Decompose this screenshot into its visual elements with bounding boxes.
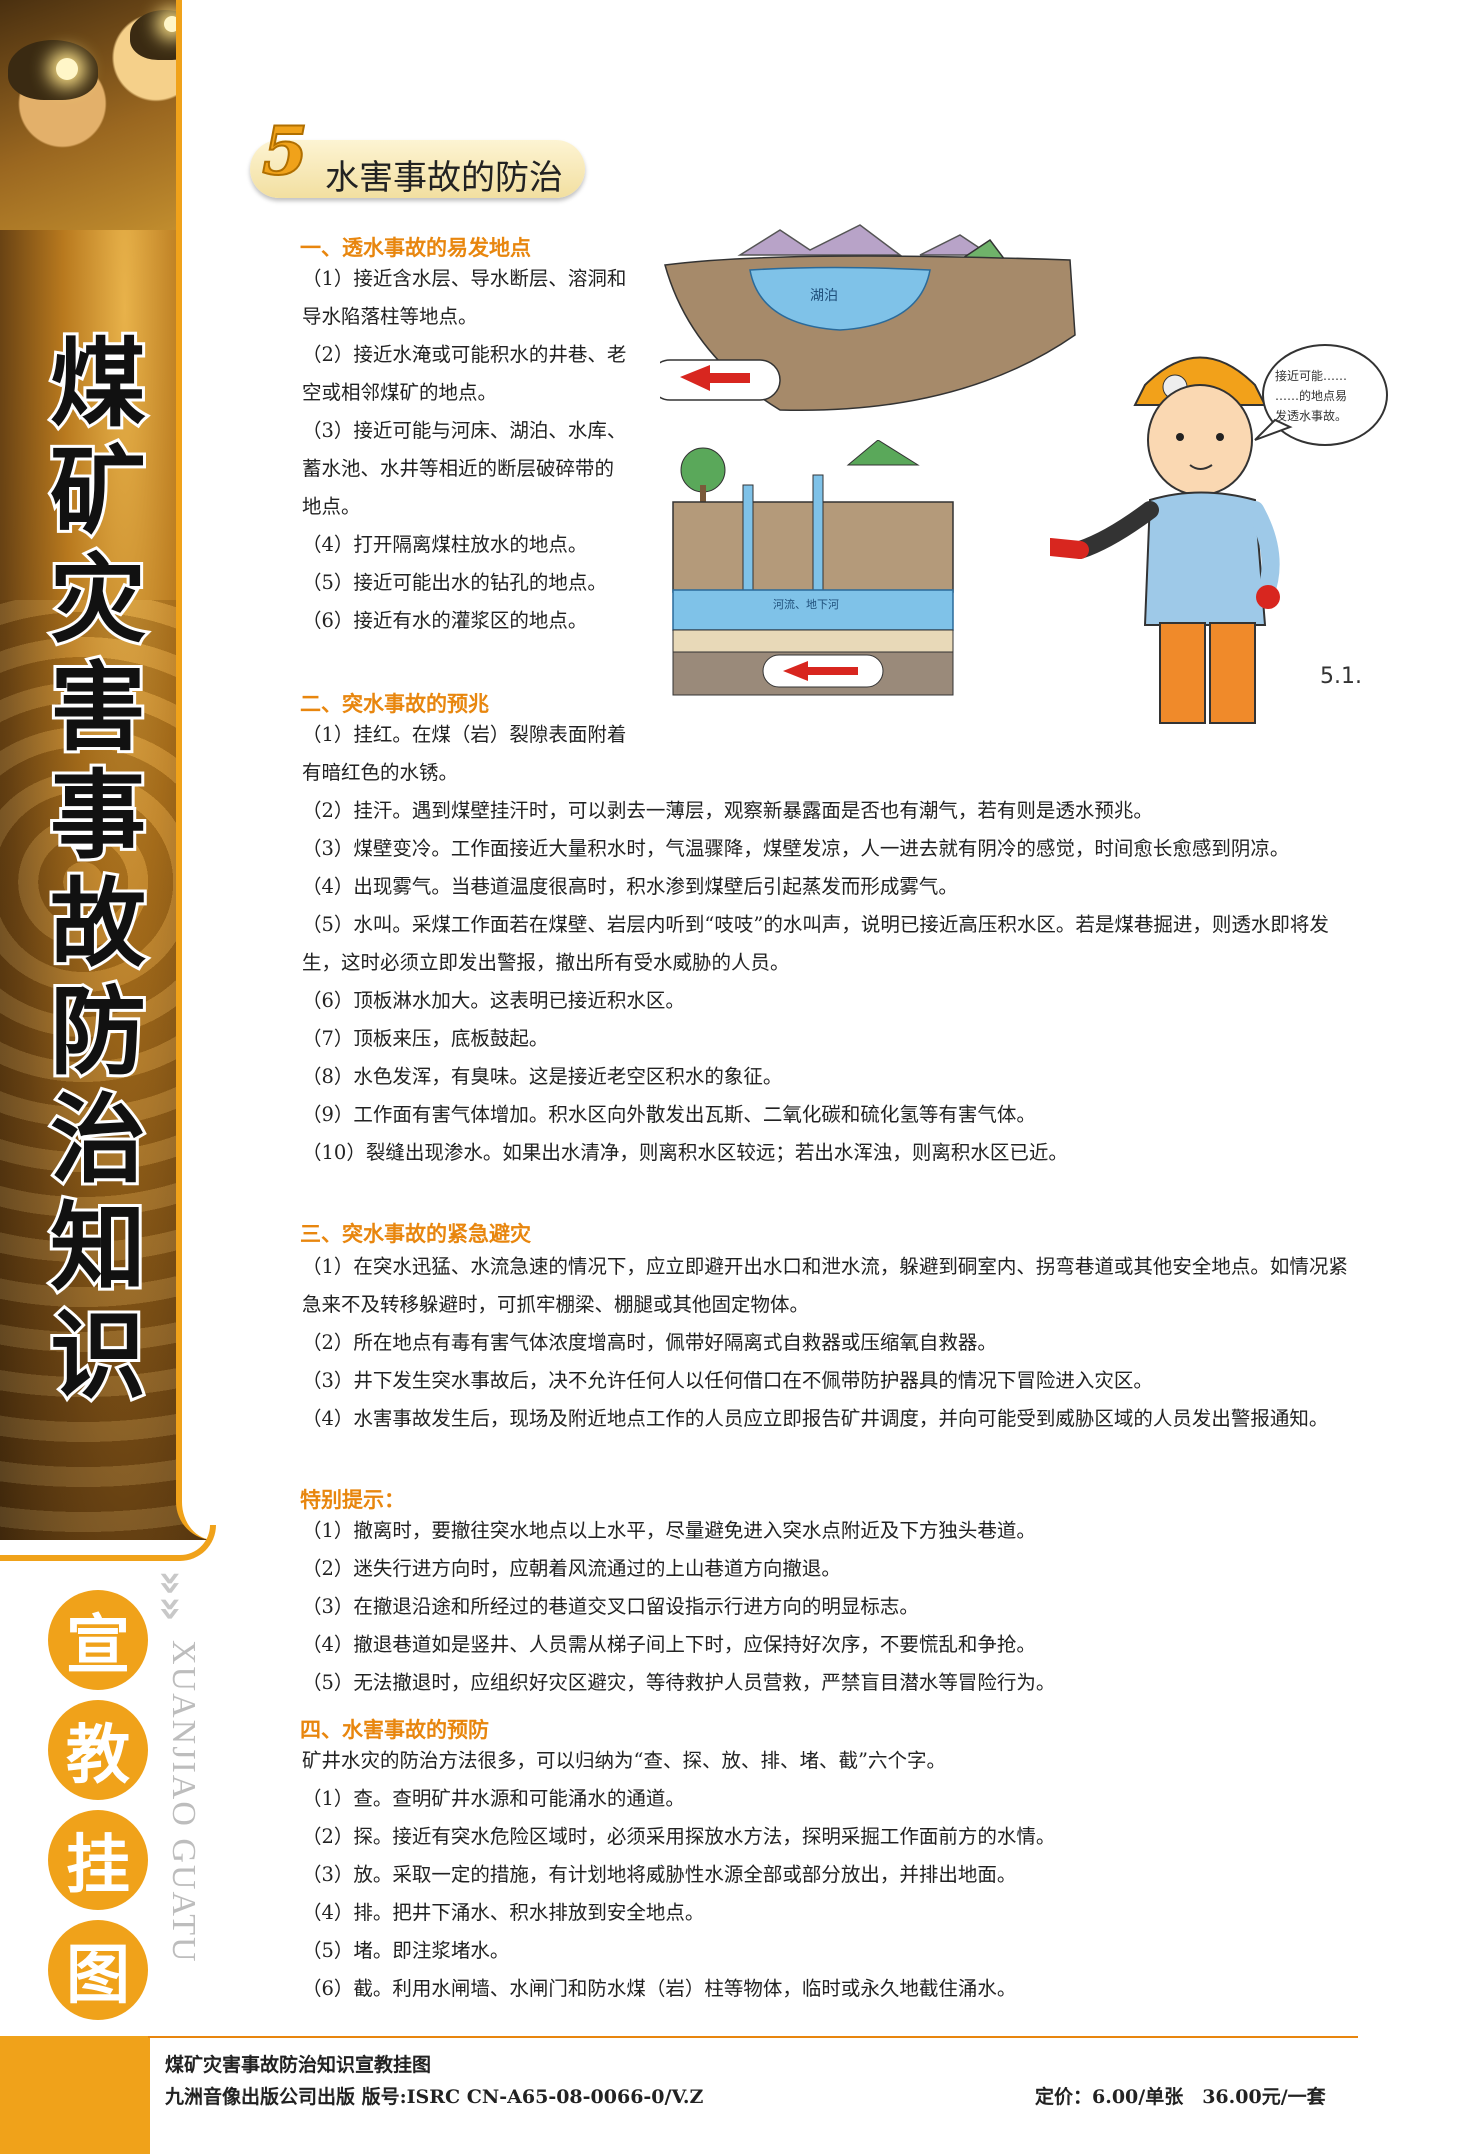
- lake-cross-section-illustration: 湖泊: [660, 224, 1076, 412]
- list-item: （6）顶板淋水加大。这表明已接近积水区。: [302, 989, 685, 1012]
- footer-accent-bar: [0, 2036, 150, 2154]
- heading-2: 二、突水事故的预兆: [300, 692, 489, 716]
- list-item: （5）堵。即注浆堵水。: [302, 1939, 510, 1962]
- list-item: （4）出现雾气。当巷道温度很高时，积水渗到煤壁后引起蒸发而形成雾气。: [302, 875, 958, 898]
- list-item: （1）查。查明矿井水源和可能涌水的通道。: [302, 1787, 685, 1810]
- heading-4: 四、水害事故的预防: [300, 1718, 489, 1742]
- speech-line: ……的地点易: [1275, 388, 1347, 403]
- title-char: 害: [47, 651, 149, 765]
- subtitle-char: 宣: [48, 1590, 148, 1690]
- tips-heading: 特别提示：: [300, 1488, 405, 1512]
- title-char: 煤: [47, 327, 149, 441]
- lake-label: 湖泊: [810, 288, 838, 304]
- heading-3: 三、突水事故的紧急避灾: [300, 1222, 531, 1246]
- list-item: （8）水色发浑，有臭味。这是接近老空区积水的象征。: [302, 1065, 783, 1088]
- list-item: （1）接近含水层、导水断层、溶洞和导水陷落柱等地点。: [302, 267, 627, 328]
- list-item: （3）放。采取一定的措施，有计划地将威胁性水源全部或部分放出，并排出地面。: [302, 1863, 1017, 1886]
- tips-list: （1）撤离时，要撤往突水地点以上水平，尽量避免进入突水点附近及下方独头巷道。 （…: [252, 1512, 1362, 1702]
- list-item: （5）无法撤退时，应组织好灾区避灾，等待救护人员营救，严禁盲目潜水等冒险行为。: [302, 1671, 1056, 1694]
- list-item: （2）挂汗。遇到煤壁挂汗时，可以剥去一薄层，观察新暴露面是否也有潮气，若有则是透…: [302, 799, 1153, 822]
- list-item: （3）煤壁变冷。工作面接近大量积水时，气温骤降，煤壁发凉，人一进去就有阴冷的感觉…: [302, 837, 1290, 860]
- helmet-lamp-icon: [56, 58, 78, 80]
- banner-border: [176, 0, 214, 1540]
- list-item: （7）顶板来压，底板鼓起。: [302, 1027, 549, 1050]
- list-item: （4）撤退巷道如是竖井、人员需从梯子间上下时，应保持好次序，不要慌乱和争抢。: [302, 1633, 1036, 1656]
- list-item: （2）探。接近有突水危险区域时，必须采用探放水方法，探明采掘工作面前方的水情。: [302, 1825, 1056, 1848]
- list-item: （2）所在地点有毒有害气体浓度增高时，佩带好隔离式自救器或压缩氧自救器。: [302, 1331, 997, 1354]
- miner-helmet: [8, 40, 98, 100]
- title-char: 识: [47, 1299, 149, 1413]
- list-item: （1）撤离时，要撤往突水地点以上水平，尽量避免进入突水点附近及下方独头巷道。: [302, 1519, 1036, 1542]
- title-char: 治: [47, 1083, 149, 1197]
- list-item: （10）裂缝出现渗水。如果出水清净，则离积水区较远；若出水浑浊，则离积水区已近。: [302, 1141, 1068, 1164]
- section-2-list: （2）挂汗。遇到煤壁挂汗时，可以剥去一薄层，观察新暴露面是否也有潮气，若有则是透…: [252, 792, 1362, 1172]
- title-char: 知: [47, 1191, 149, 1305]
- title-char: 事: [47, 759, 149, 873]
- poster-main-title: 煤 矿 灾 害 事 故 防 治 知 识: [38, 327, 158, 1413]
- subtitle-char: 图: [48, 1920, 148, 2020]
- artist-signature: 5.1.: [1320, 664, 1362, 689]
- section-number: 5: [261, 111, 309, 191]
- list-item: （4）排。把井下涌水、积水排放到安全地点。: [302, 1901, 705, 1924]
- footer-publisher: 九洲音像出版公司出版 版号:ISRC CN-A65-08-0066-0/V.Z: [165, 2086, 704, 2108]
- list-item: （3）井下发生突水事故后，决不允许任何人以任何借口在不佩带防护器具的情况下冒险进…: [302, 1369, 1153, 1392]
- list-item: （4）水害事故发生后，现场及附近地点工作的人员应立即报告矿井调度，并向可能受到威…: [302, 1407, 1329, 1430]
- footer-divider: [148, 2036, 1358, 2038]
- subtitle-pinyin: XUANJIAO GUATU: [165, 1640, 202, 1964]
- list-item: （3）接近可能与河床、湖泊、水库、蓄水池、水井等相近的断层破碎带的地点。: [302, 419, 627, 518]
- list-item: （5）水叫。采煤工作面若在煤壁、岩层内听到“吱吱”的水叫声，说明已接近高压积水区…: [302, 913, 1329, 974]
- section-title: 水害事故的防治: [325, 158, 563, 198]
- miner-character-illustration: 接近可能…… ……的地点易 发透水事故。 5.1.: [1050, 344, 1388, 724]
- list-item: （6）接近有水的灌浆区的地点。: [302, 609, 588, 632]
- list-item: （5）接近可能出水的钻孔的地点。: [302, 571, 607, 594]
- list-item: （6）截。利用水闸墙、水闸门和防水煤（岩）柱等物体，临时或永久地截住涌水。: [302, 1977, 1017, 2000]
- subtitle-char: 教: [48, 1700, 148, 1800]
- list-intro: 矿井水灾的防治方法很多，可以归纳为“查、探、放、排、堵、截”六个字。: [302, 1749, 946, 1772]
- title-char: 矿: [47, 435, 149, 549]
- title-char: 故: [47, 867, 149, 981]
- section-1-list: （1）接近含水层、导水断层、溶洞和导水陷落柱等地点。 （2）接近水淹或可能积水的…: [252, 260, 627, 640]
- list-item: （4）打开隔离煤柱放水的地点。: [302, 533, 588, 556]
- section-badge: [250, 140, 585, 198]
- left-banner: [0, 0, 208, 1540]
- banner-border-bottom: [0, 1525, 216, 1561]
- list-item: （2）迷失行进方向时，应朝着风流通过的上山巷道方向撤退。: [302, 1557, 841, 1580]
- speech-line: 接近可能……: [1275, 368, 1347, 383]
- title-char: 灾: [47, 543, 149, 657]
- list-item: （1）挂红。在煤（岩）裂隙表面附着有暗红色的水锈。: [302, 723, 627, 784]
- title-char: 防: [47, 975, 149, 1089]
- river-label: 河流、地下河: [773, 597, 839, 611]
- footer-price: 定价：6.00/单张 36.00元/一套: [1035, 2086, 1326, 2108]
- subtitle-char: 挂: [48, 1810, 148, 1910]
- list-item: （1）在突水迅猛、水流急速的情况下，应立即避开出水口和泄水流，躲避到硐室内、拐弯…: [302, 1255, 1348, 1316]
- miners-crowd-photo: [0, 600, 208, 1540]
- section-2-first: （1）挂红。在煤（岩）裂隙表面附着有暗红色的水锈。: [252, 716, 627, 792]
- heading-1: 一、透水事故的易发地点: [300, 236, 531, 260]
- footer-series-title: 煤矿灾害事故防治知识宣教挂图: [165, 2054, 432, 2076]
- list-item: （9）工作面有害气体增加。积水区向外散发出瓦斯、二氧化碳和硫化氢等有害气体。: [302, 1103, 1036, 1126]
- speech-line: 发透水事故。: [1275, 408, 1347, 423]
- chevrons-icon: »»: [148, 1570, 194, 1622]
- list-item: （3）在撤退沿途和所经过的巷道交叉口留设指示行进方向的明显标志。: [302, 1595, 919, 1618]
- section-4-list: 矿井水灾的防治方法很多，可以归纳为“查、探、放、排、堵、截”六个字。 （1）查。…: [252, 1742, 1362, 2008]
- section-3-list: （1）在突水迅猛、水流急速的情况下，应立即避开出水口和泄水流，躲避到硐室内、拐弯…: [252, 1248, 1362, 1438]
- mine-water-cross-section-illustration: 河流、地下河: [672, 440, 954, 696]
- list-item: （2）接近水淹或可能积水的井巷、老空或相邻煤矿的地点。: [302, 343, 627, 404]
